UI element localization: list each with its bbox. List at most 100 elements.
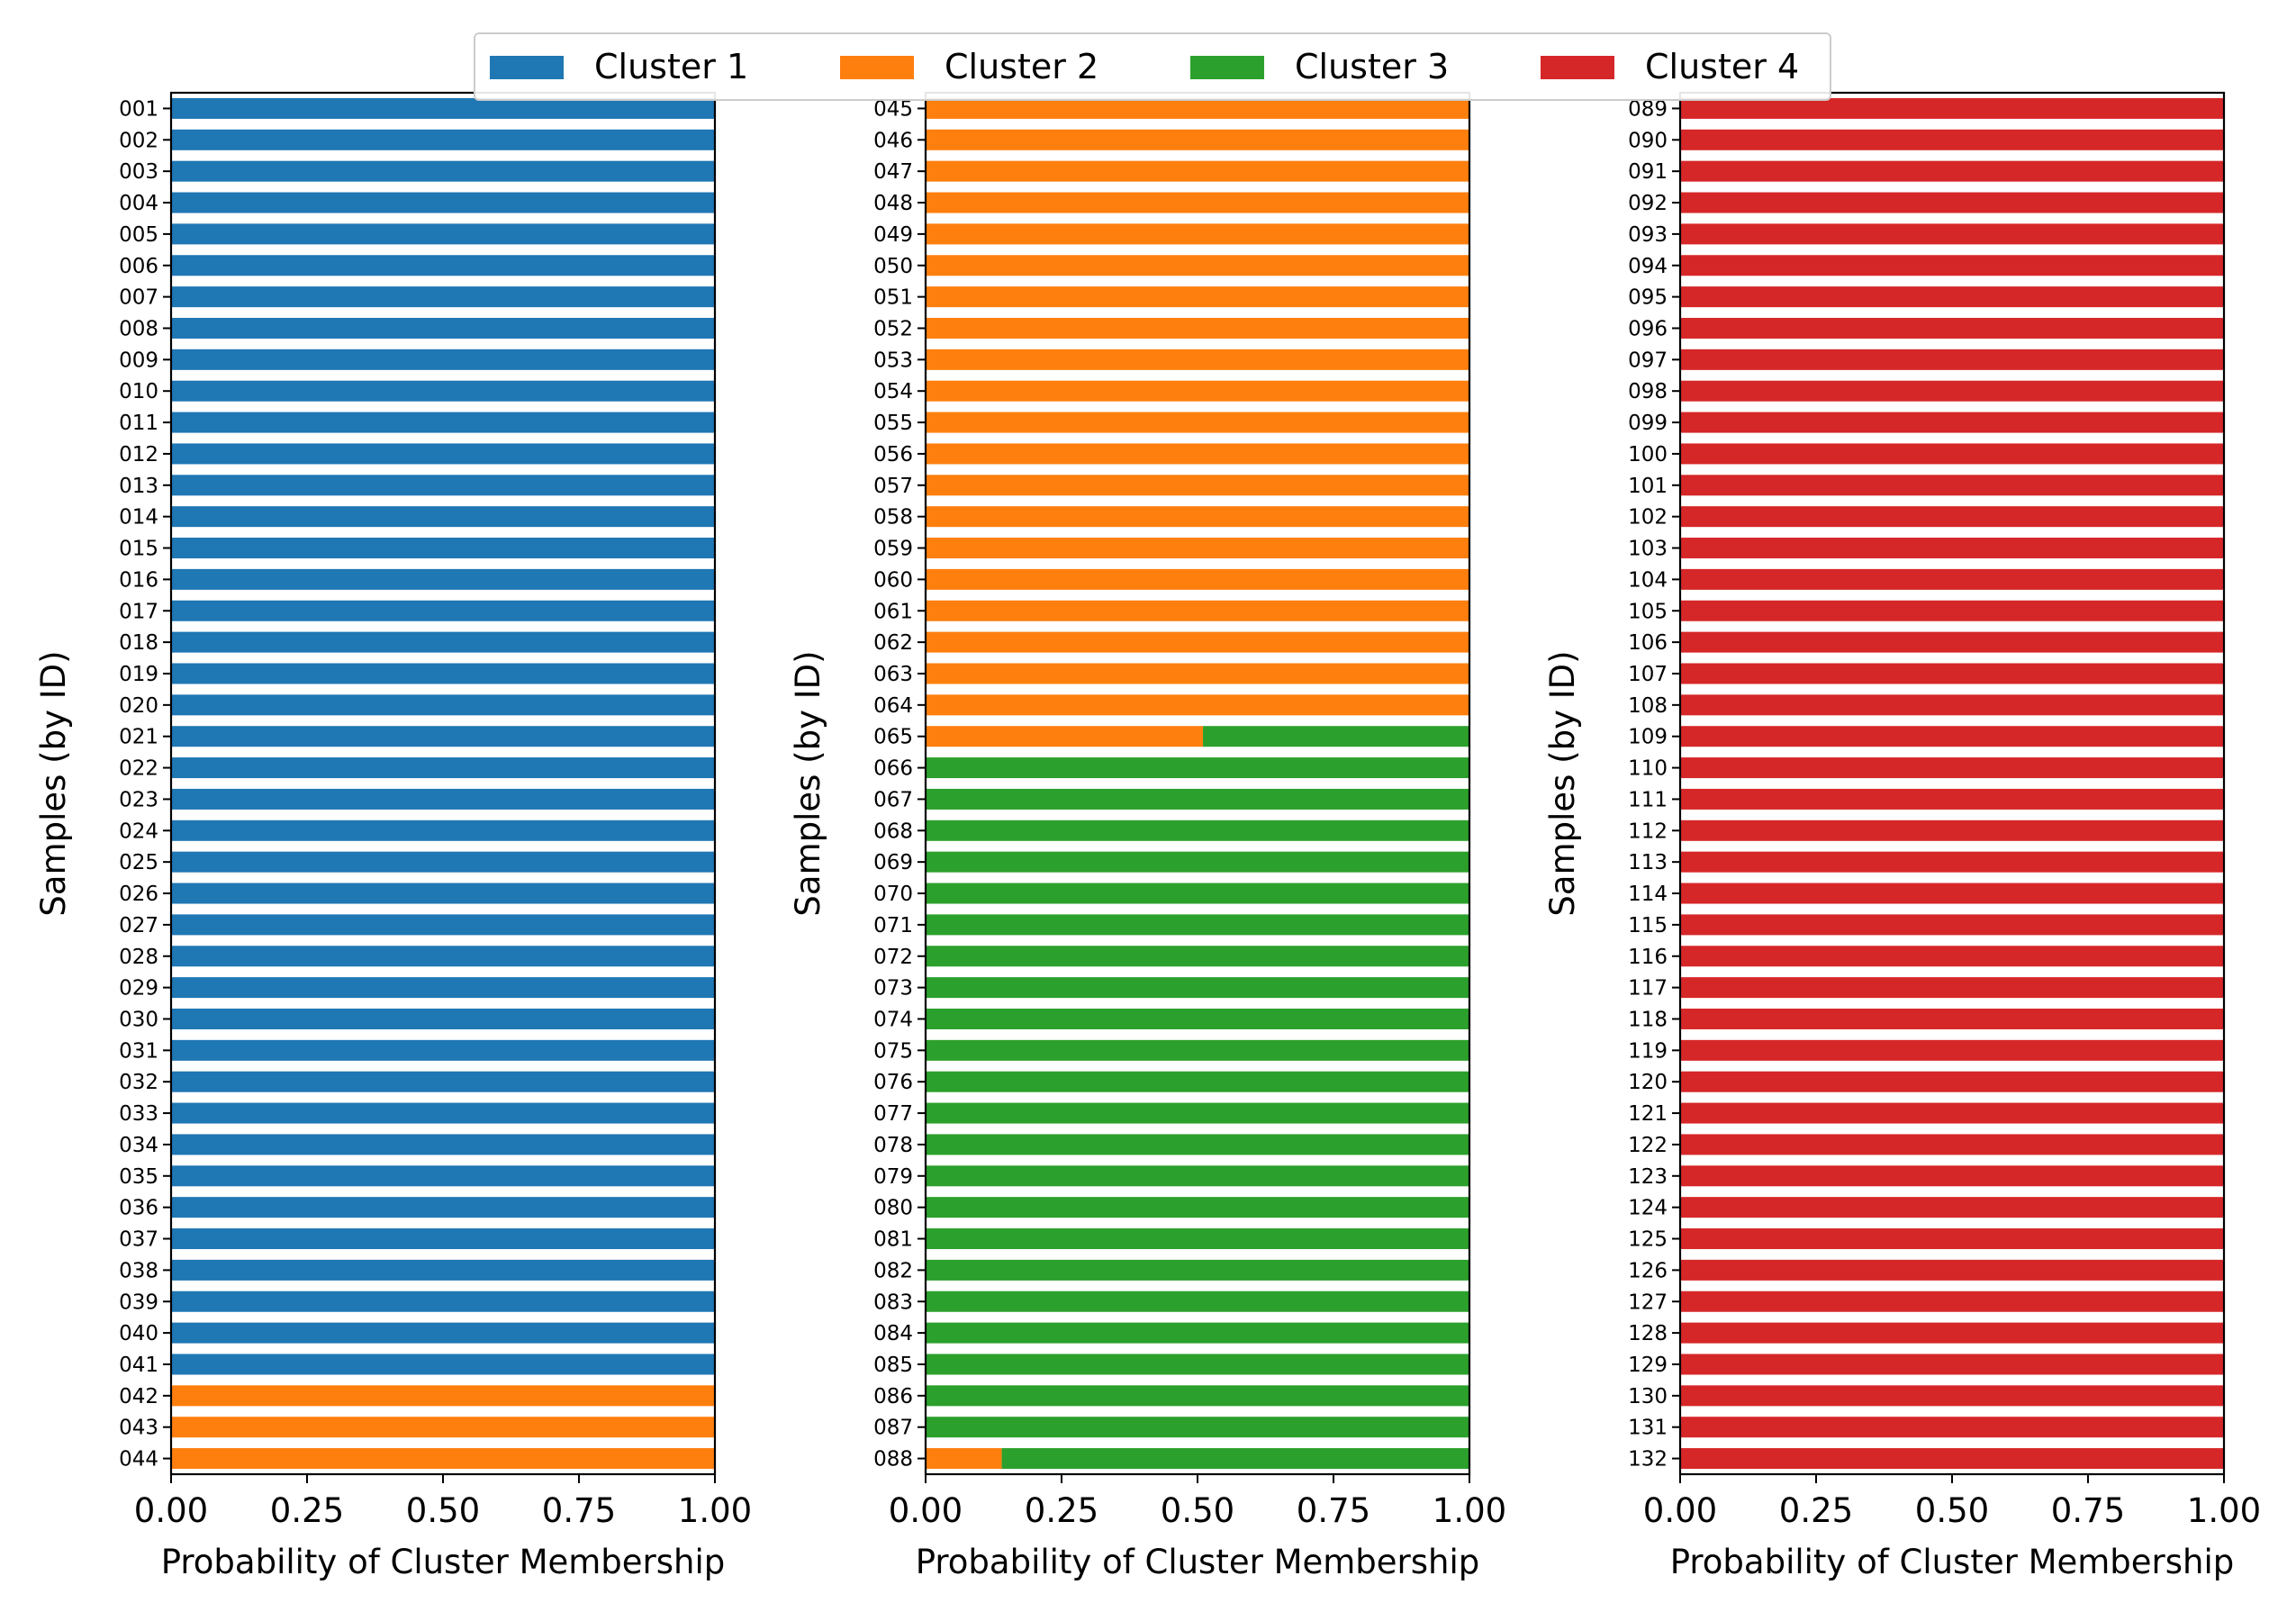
bar-031-cluster-1 <box>171 1039 715 1061</box>
panels: 001 002 003 004 005 006 007 008 009 010 011 012 013 0… <box>34 91 2261 1581</box>
bar-040-cluster-1 <box>171 1322 715 1344</box>
x-tick-label: 0.25 <box>270 1491 344 1530</box>
y-tick-label: 089 <box>1628 97 1668 121</box>
x-tick-label: 0.75 <box>2051 1491 2125 1530</box>
x-tick-label: 0.50 <box>1161 1491 1234 1530</box>
bar-131-cluster-4 <box>1680 1417 2224 1438</box>
y-tick-label: 002 <box>119 129 158 152</box>
y-tick-label: 122 <box>1628 1134 1668 1157</box>
legend-label-cluster-4: Cluster 4 <box>1645 47 1799 86</box>
y-tick-label: 031 <box>119 1039 158 1063</box>
y-tick-label: 071 <box>873 914 913 937</box>
y-tick-label: 087 <box>873 1417 913 1440</box>
y-tick-label: 026 <box>119 883 158 906</box>
bar-075-cluster-3 <box>926 1039 1469 1061</box>
y-tick-label: 038 <box>119 1259 158 1282</box>
bar-114-cluster-4 <box>1680 883 2224 904</box>
bar-048-cluster-2 <box>926 192 1469 213</box>
x-tick-label: 0.50 <box>406 1491 480 1530</box>
bar-043-cluster-2 <box>171 1417 715 1438</box>
bar-076-cluster-3 <box>926 1071 1469 1092</box>
x-tick-label: 0.75 <box>542 1491 616 1530</box>
bar-121-cluster-4 <box>1680 1102 2224 1124</box>
bar-107-cluster-4 <box>1680 663 2224 684</box>
bar-065-cluster-3 <box>1203 726 1469 747</box>
y-tick-label: 073 <box>873 977 913 1001</box>
bar-127-cluster-4 <box>1680 1290 2224 1312</box>
bar-010-cluster-1 <box>171 380 715 402</box>
y-tick-label: 094 <box>1628 255 1668 278</box>
bar-112-cluster-4 <box>1680 820 2224 841</box>
y-tick-label: 088 <box>873 1448 913 1472</box>
bar-041-cluster-1 <box>171 1354 715 1375</box>
bar-116-cluster-4 <box>1680 946 2224 967</box>
bar-013-cluster-1 <box>171 475 715 496</box>
bar-030-cluster-1 <box>171 1008 715 1029</box>
y-tick-label: 109 <box>1628 726 1668 749</box>
bar-128-cluster-4 <box>1680 1322 2224 1344</box>
x-tick-label: 1.00 <box>2187 1491 2261 1530</box>
bar-105-cluster-4 <box>1680 600 2224 621</box>
x-tick-label: 0.00 <box>134 1491 208 1530</box>
bar-027-cluster-1 <box>171 914 715 936</box>
bar-059-cluster-2 <box>926 538 1469 559</box>
bar-020-cluster-1 <box>171 694 715 716</box>
bar-034-cluster-1 <box>171 1134 715 1155</box>
legend-label-cluster-2: Cluster 2 <box>945 47 1098 86</box>
bar-087-cluster-3 <box>926 1417 1469 1438</box>
y-tick-label: 041 <box>119 1354 158 1377</box>
y-tick-label: 049 <box>873 223 913 247</box>
bar-119-cluster-4 <box>1680 1039 2224 1061</box>
y-tick-label: 065 <box>873 726 913 749</box>
bar-110-cluster-4 <box>1680 757 2224 779</box>
y-tick-label: 058 <box>873 506 913 530</box>
bar-005-cluster-1 <box>171 223 715 245</box>
y-tick-label: 032 <box>119 1071 158 1094</box>
y-tick-label: 017 <box>119 600 158 623</box>
y-tick-label: 092 <box>1628 192 1668 215</box>
bar-024-cluster-1 <box>171 820 715 841</box>
bar-056-cluster-2 <box>926 443 1469 465</box>
bar-124-cluster-4 <box>1680 1197 2224 1218</box>
y-tick-label: 112 <box>1628 820 1668 843</box>
bar-129-cluster-4 <box>1680 1354 2224 1375</box>
bar-011-cluster-1 <box>171 412 715 433</box>
y-tick-label: 005 <box>119 223 158 247</box>
bar-090-cluster-4 <box>1680 129 2224 150</box>
y-tick-label: 012 <box>119 443 158 466</box>
y-tick-label: 053 <box>873 349 913 372</box>
bar-068-cluster-3 <box>926 820 1469 841</box>
bar-042-cluster-2 <box>171 1385 715 1407</box>
y-tick-label: 011 <box>119 412 158 435</box>
bar-025-cluster-1 <box>171 851 715 873</box>
bar-113-cluster-4 <box>1680 851 2224 873</box>
bar-079-cluster-3 <box>926 1165 1469 1187</box>
y-tick-label: 102 <box>1628 506 1668 530</box>
y-tick-label: 127 <box>1628 1290 1668 1314</box>
bar-058-cluster-2 <box>926 506 1469 528</box>
y-tick-label: 082 <box>873 1259 913 1282</box>
y-tick-label: 046 <box>873 129 913 152</box>
bar-081-cluster-3 <box>926 1228 1469 1250</box>
bar-022-cluster-1 <box>171 757 715 779</box>
bar-037-cluster-1 <box>171 1228 715 1250</box>
y-tick-label: 051 <box>873 286 913 310</box>
y-tick-label: 129 <box>1628 1354 1668 1377</box>
y-tick-label: 114 <box>1628 883 1668 906</box>
bar-054-cluster-2 <box>926 380 1469 402</box>
bar-096-cluster-4 <box>1680 317 2224 339</box>
legend: Cluster 1 Cluster 2 Cluster 3 Cluster 4 <box>474 32 1831 101</box>
y-tick-label: 107 <box>1628 663 1668 686</box>
bar-095-cluster-4 <box>1680 286 2224 308</box>
y-tick-label: 047 <box>873 160 913 184</box>
bar-104-cluster-4 <box>1680 568 2224 590</box>
x-tick-label: 0.25 <box>1025 1491 1098 1530</box>
bar-092-cluster-4 <box>1680 192 2224 213</box>
bar-073-cluster-3 <box>926 977 1469 999</box>
y-tick-label: 103 <box>1628 538 1668 561</box>
y-tick-label: 074 <box>873 1008 913 1031</box>
y-tick-label: 126 <box>1628 1259 1668 1282</box>
bar-017-cluster-1 <box>171 600 715 621</box>
bar-066-cluster-3 <box>926 757 1469 779</box>
y-tick-label: 063 <box>873 663 913 686</box>
